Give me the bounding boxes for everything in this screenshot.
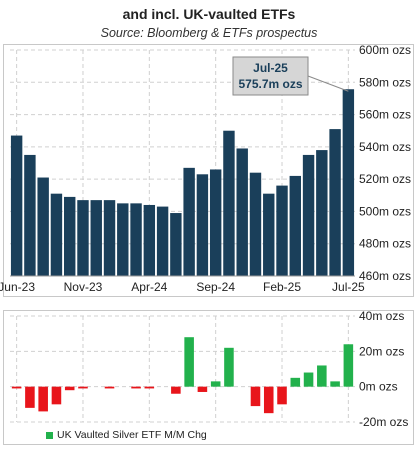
top-bar xyxy=(276,185,288,276)
top-bar xyxy=(302,154,315,276)
bottom-bar xyxy=(290,377,301,387)
bottom-y-tick-label: 40m ozs xyxy=(359,309,404,323)
top-bar xyxy=(143,204,156,276)
top-y-tick-label: 480m ozs xyxy=(359,237,411,251)
top-bar xyxy=(223,130,235,276)
bottom-bar xyxy=(184,337,194,387)
top-bar xyxy=(103,200,116,276)
top-bar xyxy=(130,203,142,276)
top-y-tick-label: 540m ozs xyxy=(359,140,411,154)
bottom-bar xyxy=(250,386,261,407)
bottom-bar xyxy=(197,386,208,392)
x-tick-label: Sep-24 xyxy=(196,280,235,294)
x-tick-label: Jul-25 xyxy=(332,280,365,294)
top-bar xyxy=(156,206,169,276)
x-tick-label: Nov-23 xyxy=(64,280,103,294)
top-bar xyxy=(170,213,182,276)
top-bar xyxy=(196,174,209,276)
callout-line2: 575.7m ozs xyxy=(238,77,302,91)
x-tick-label: Jun-23 xyxy=(0,280,35,294)
bottom-bar xyxy=(38,386,48,412)
top-bar xyxy=(329,129,341,276)
bottom-y-tick-label: -20m ozs xyxy=(359,415,408,429)
top-bar xyxy=(77,200,89,276)
top-bar xyxy=(50,193,63,276)
callout-box xyxy=(232,56,309,96)
top-bar xyxy=(249,172,262,276)
bottom-y-tick-label: 0m ozs xyxy=(359,380,398,394)
bottom-bar xyxy=(64,386,75,391)
top-y-tick-label: 520m ozs xyxy=(359,172,411,186)
chart-subtitle: Source: Bloomberg & ETFs prospectus xyxy=(100,26,318,40)
x-tick-label: Feb-25 xyxy=(263,280,301,294)
bottom-bar xyxy=(277,386,287,405)
top-bar xyxy=(316,150,328,276)
top-bar xyxy=(236,148,248,276)
top-bar xyxy=(24,154,36,276)
top-bar xyxy=(64,196,76,276)
bottom-bar xyxy=(263,386,274,414)
legend-label: UK Vaulted Silver ETF M/M Chg xyxy=(57,429,207,441)
top-bar xyxy=(10,135,23,276)
bottom-bar xyxy=(171,386,181,394)
bottom-bar xyxy=(25,386,35,408)
bottom-bar xyxy=(11,386,22,389)
top-y-tick-label: 500m ozs xyxy=(359,204,411,218)
bottom-bar xyxy=(317,365,327,387)
top-y-tick-label: 580m ozs xyxy=(359,75,411,89)
x-tick-label: Apr-24 xyxy=(131,280,167,294)
bottom-bar xyxy=(303,372,314,387)
top-bar xyxy=(37,177,49,276)
bottom-bar xyxy=(210,381,221,387)
bottom-bar xyxy=(131,386,141,389)
top-y-tick-label: 460m ozs xyxy=(359,269,411,283)
bottom-bar xyxy=(330,381,340,387)
top-y-tick-label: 560m ozs xyxy=(359,108,411,122)
bottom-bar xyxy=(224,347,234,387)
top-bar xyxy=(263,193,275,276)
top-bar xyxy=(90,200,102,276)
bottom-bar xyxy=(144,386,155,389)
chart-title: and incl. UK-vaulted ETFs xyxy=(122,6,296,22)
legend-swatch xyxy=(46,431,53,439)
callout-leader xyxy=(307,75,349,92)
top-bar xyxy=(209,169,222,276)
top-bar xyxy=(289,175,301,276)
top-bar xyxy=(183,167,195,276)
bottom-bar xyxy=(51,386,62,405)
legend: UK Vaulted Silver ETF M/M Chg xyxy=(46,429,207,441)
bottom-y-tick-label: 20m ozs xyxy=(359,344,404,358)
bottom-bar xyxy=(78,386,88,389)
top-bar xyxy=(117,203,129,276)
callout-line1: Jul-25 xyxy=(253,61,288,75)
bottom-bar xyxy=(343,344,354,387)
bottom-bar xyxy=(104,386,115,389)
top-bar xyxy=(342,89,355,276)
top-y-tick-label: 600m ozs xyxy=(359,43,411,57)
